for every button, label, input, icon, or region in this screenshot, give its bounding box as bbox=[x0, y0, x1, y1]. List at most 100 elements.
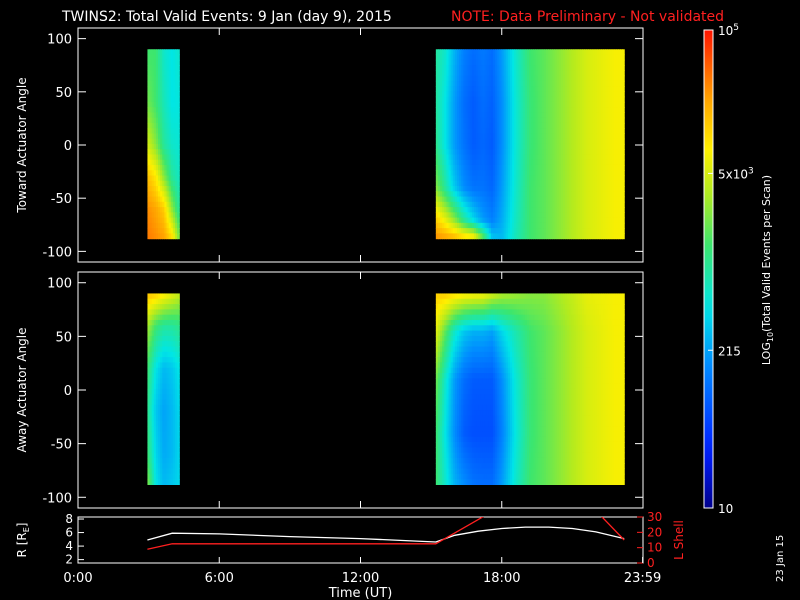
heatmap-cell bbox=[613, 228, 617, 234]
heatmap-cell bbox=[514, 59, 517, 66]
heatmap-cell bbox=[520, 149, 524, 156]
heatmap-cell bbox=[473, 138, 477, 145]
heatmap-cell bbox=[596, 70, 600, 77]
heatmap-cell bbox=[539, 101, 543, 108]
heatmap-cell bbox=[440, 70, 443, 77]
heatmap-cell bbox=[615, 143, 619, 150]
heatmap-cell bbox=[512, 112, 515, 119]
heatmap-cell bbox=[535, 212, 539, 219]
heatmap-cell bbox=[164, 175, 168, 182]
heatmap-cell bbox=[463, 164, 467, 171]
heatmap-cell bbox=[473, 143, 477, 150]
heatmap-cell bbox=[478, 70, 481, 77]
heatmap-cell bbox=[446, 319, 450, 326]
heatmap-cell bbox=[149, 335, 153, 342]
heatmap-cell bbox=[452, 479, 456, 485]
heatmap-cell bbox=[486, 164, 490, 171]
heatmap-cell bbox=[569, 170, 573, 177]
heatmap-cell bbox=[507, 154, 511, 161]
heatmap-cell bbox=[486, 207, 490, 213]
heatmap-cell bbox=[588, 233, 592, 240]
heatmap-cell bbox=[463, 117, 467, 124]
heatmap-cell bbox=[172, 468, 176, 475]
heatmap-cell bbox=[164, 59, 168, 66]
heatmap-cell bbox=[478, 133, 481, 140]
heatmap-cell bbox=[482, 217, 486, 224]
heatmap-cell bbox=[620, 75, 623, 82]
heatmap-cell bbox=[147, 373, 151, 379]
heatmap-cell bbox=[151, 373, 155, 379]
heatmap-cell bbox=[556, 154, 560, 161]
heatmap-cell bbox=[590, 138, 594, 145]
heatmap-cell bbox=[153, 314, 157, 321]
heatmap-cell bbox=[465, 59, 469, 66]
heatmap-cell bbox=[590, 186, 594, 192]
heatmap-cell bbox=[446, 426, 450, 432]
heatmap-cell bbox=[469, 383, 473, 390]
heatmap-cell bbox=[444, 128, 448, 135]
heatmap-cell bbox=[170, 96, 174, 103]
heatmap-cell bbox=[495, 65, 498, 71]
heatmap-cell bbox=[452, 80, 456, 87]
heatmap-cell bbox=[575, 65, 579, 71]
heatmap-cell bbox=[522, 122, 526, 129]
heatmap-cell bbox=[603, 212, 606, 219]
heatmap-cell bbox=[516, 59, 520, 66]
heatmap-cell bbox=[507, 159, 511, 166]
heatmap-cell bbox=[499, 180, 503, 187]
heatmap-cell bbox=[442, 217, 445, 224]
heatmap-cell bbox=[524, 180, 528, 187]
heatmap-cell bbox=[611, 117, 615, 124]
heatmap-cell bbox=[567, 159, 570, 166]
heatmap-cell bbox=[158, 298, 161, 305]
heatmap-cell bbox=[459, 191, 462, 198]
heatmap-cell bbox=[435, 304, 439, 310]
heatmap-cell bbox=[457, 86, 460, 92]
heatmap-cell bbox=[529, 80, 532, 87]
heatmap-cell bbox=[153, 159, 157, 166]
heatmap-cell bbox=[446, 436, 450, 443]
heatmap-cell bbox=[151, 149, 155, 156]
heatmap-cell bbox=[476, 65, 479, 71]
heatmap-cell bbox=[541, 222, 545, 229]
heatmap-cell bbox=[476, 154, 479, 161]
heatmap-cell bbox=[577, 154, 581, 161]
heatmap-cell bbox=[172, 196, 176, 203]
heatmap-cell bbox=[151, 86, 155, 92]
heatmap-cell bbox=[440, 431, 443, 438]
heatmap-cell bbox=[603, 91, 606, 98]
heatmap-cell bbox=[541, 207, 545, 213]
heatmap-cell bbox=[582, 91, 585, 98]
heatmap-cell bbox=[550, 117, 553, 124]
heatmap-cell bbox=[469, 49, 473, 56]
heatmap-cell bbox=[560, 149, 564, 156]
heatmap-cell bbox=[473, 217, 477, 224]
heatmap-cell bbox=[446, 107, 450, 113]
heatmap-cell bbox=[461, 175, 464, 182]
heatmap-cell bbox=[457, 128, 460, 135]
heatmap-cell bbox=[473, 452, 477, 459]
heatmap-cell bbox=[546, 128, 549, 135]
heatmap-cell bbox=[554, 138, 558, 145]
heatmap-cell bbox=[162, 207, 165, 213]
heatmap-cell bbox=[162, 346, 165, 353]
heatmap-cell bbox=[605, 186, 609, 192]
heatmap-cell bbox=[598, 80, 602, 87]
heatmap-cell bbox=[476, 86, 479, 92]
heatmap-cell bbox=[620, 117, 623, 124]
heatmap-cell bbox=[177, 170, 180, 177]
heatmap-cell bbox=[567, 233, 570, 240]
heatmap-cell bbox=[550, 207, 553, 213]
heatmap-cell bbox=[584, 201, 587, 208]
heatmap-cell bbox=[611, 138, 615, 145]
heatmap-cell bbox=[512, 212, 515, 219]
heatmap-cell bbox=[577, 186, 581, 192]
heatmap-cell bbox=[520, 59, 524, 66]
heatmap-cell bbox=[586, 222, 589, 229]
heatmap-cell bbox=[480, 233, 484, 240]
heatmap-cell bbox=[435, 138, 439, 145]
heatmap-cell bbox=[480, 207, 484, 213]
heatmap-cell bbox=[442, 479, 445, 485]
heatmap-cell bbox=[550, 164, 553, 171]
heatmap-cell bbox=[501, 117, 505, 124]
